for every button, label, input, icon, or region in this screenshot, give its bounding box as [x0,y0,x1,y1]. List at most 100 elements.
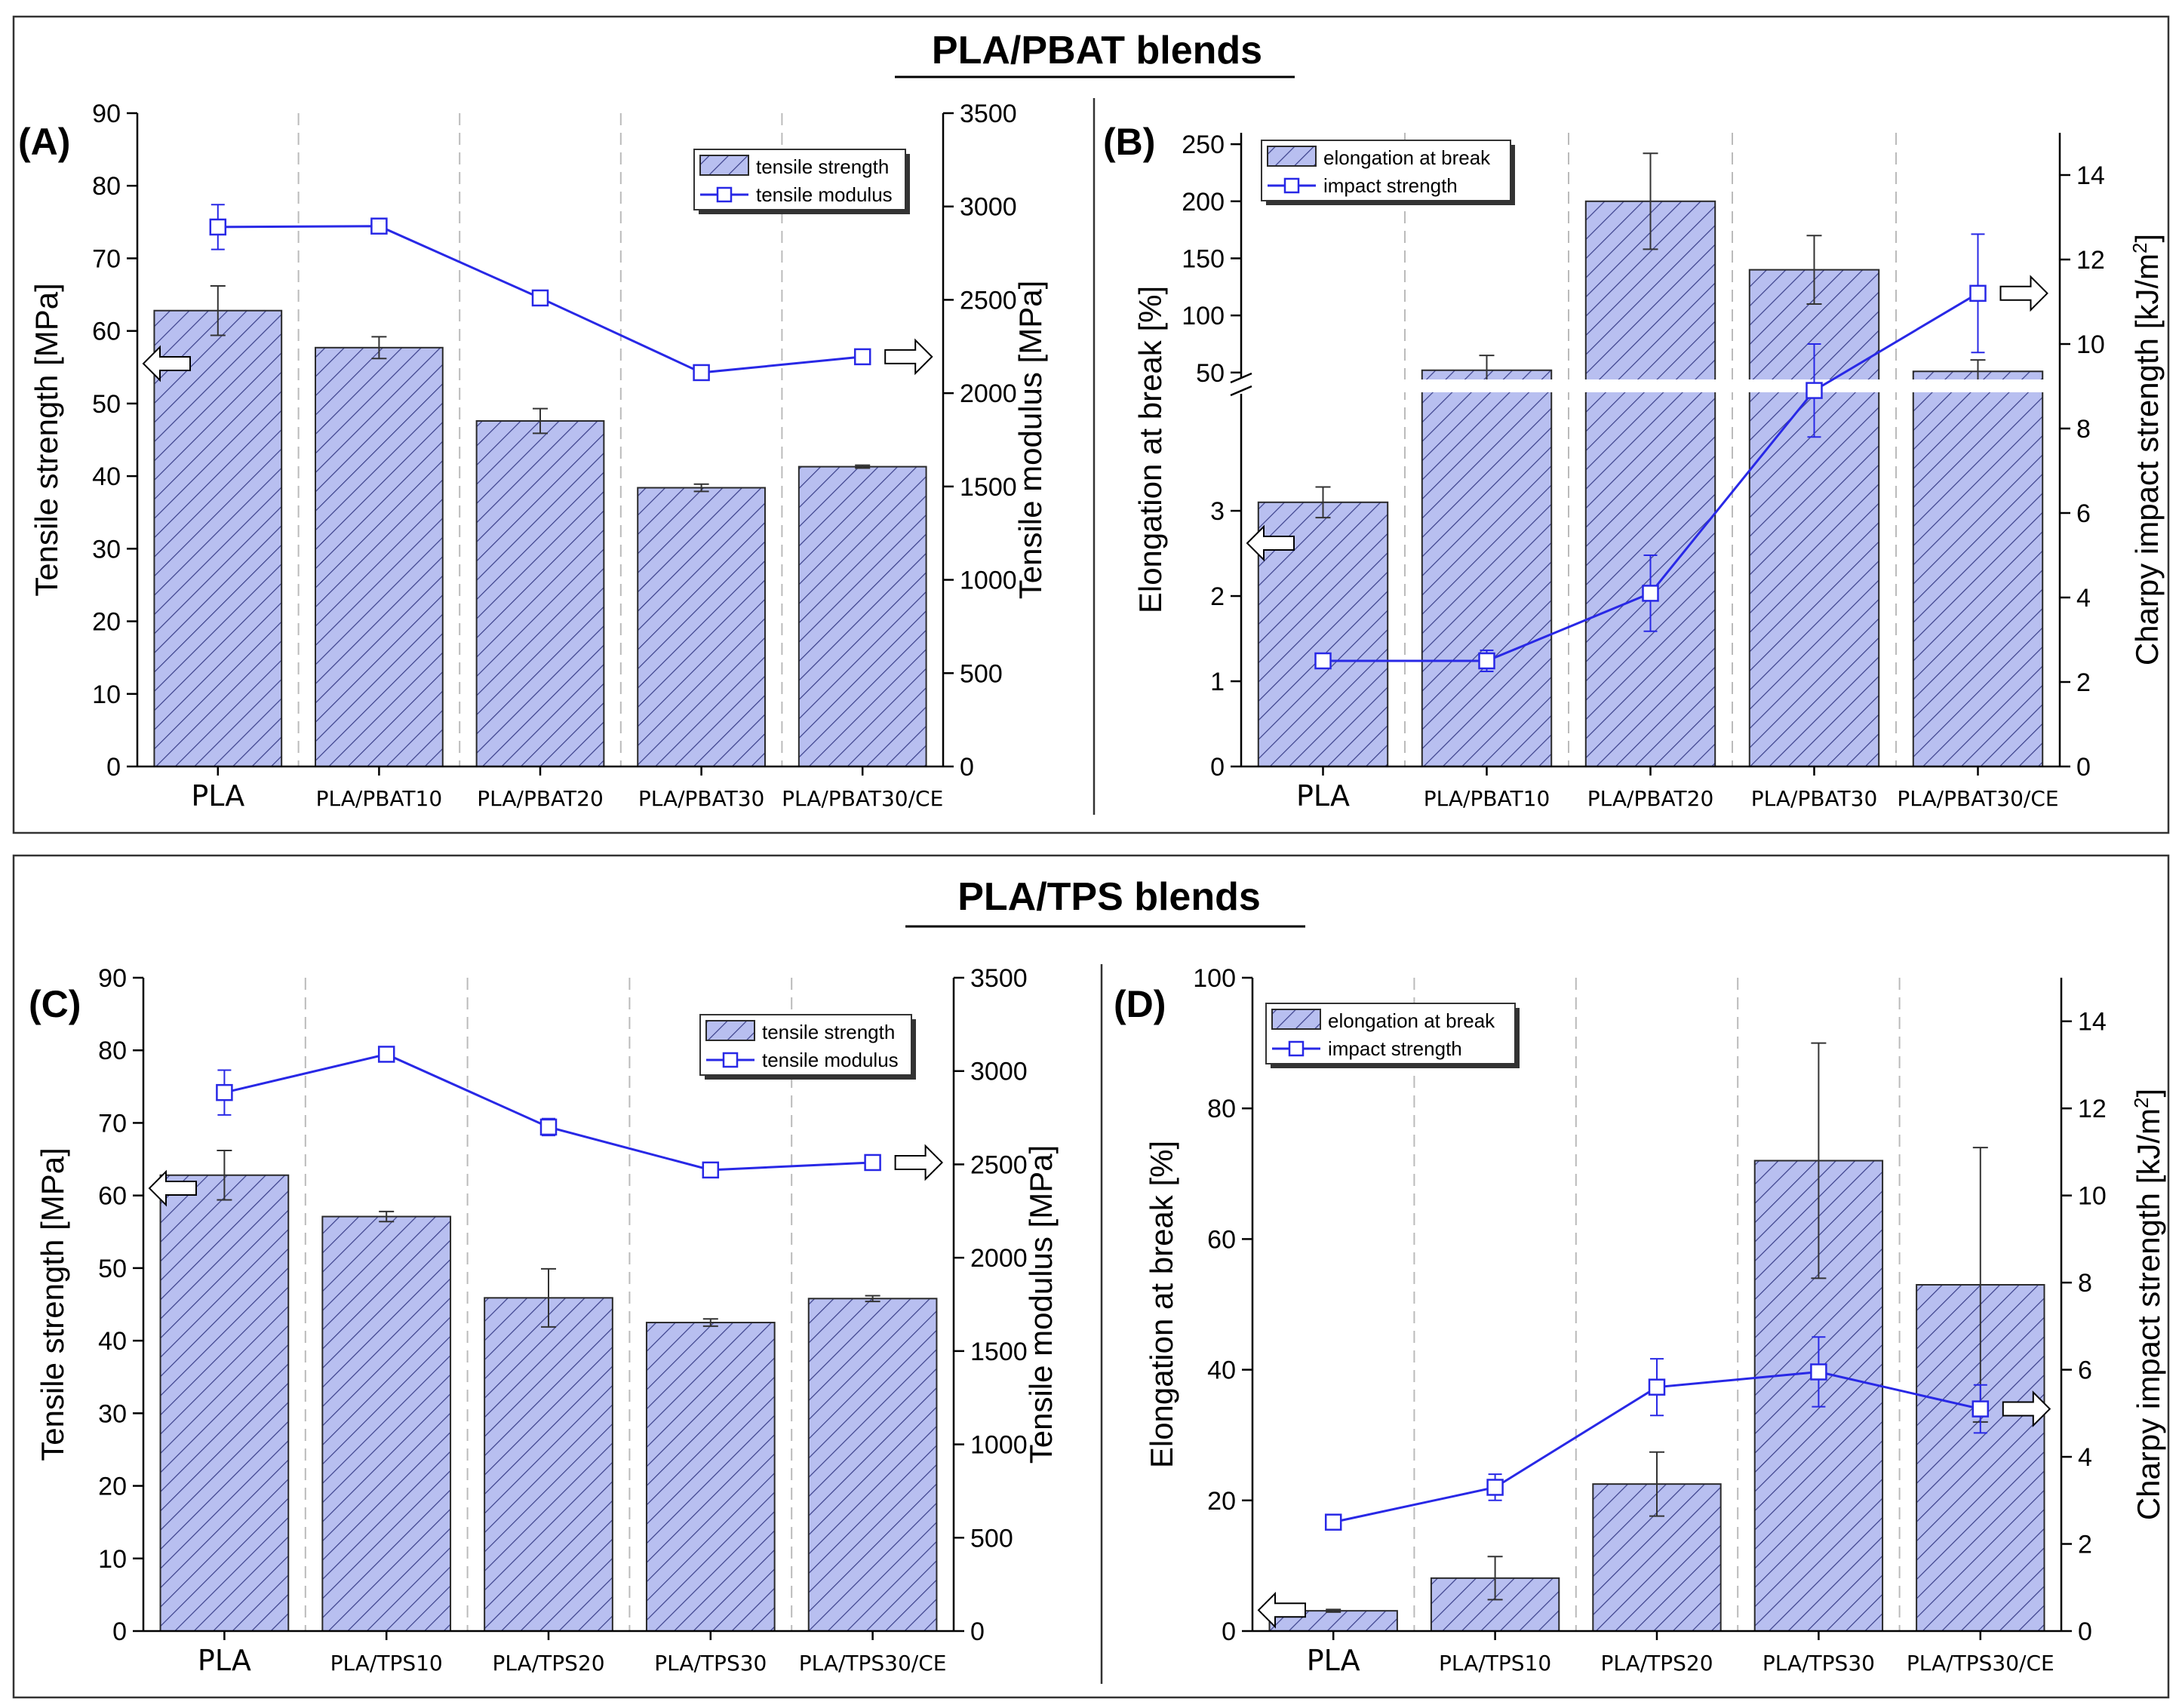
x-tick-label: PLA/PBAT30/CE [1897,786,2058,811]
y2-axis-title-text: Tensile modulus [MPa] [1013,281,1048,600]
y2-tick-label: 500 [970,1524,1013,1553]
legend-label-bars: tensile strength [762,1021,895,1043]
line-point [209,218,227,236]
line-point [853,348,871,366]
x-tick-label: PLA/TPS30 [654,1651,767,1676]
y2-axis-title: Charpy impact strength [kJ/m2] [2128,234,2165,665]
y-tick-label: 60 [98,1182,127,1211]
line-point [1810,1363,1827,1381]
y-tick-label: 50 [98,1255,127,1283]
x-tick-label: PLA [198,1644,251,1677]
y-axis-title: Elongation at break [%] [1132,286,1168,613]
legend: elongation at break impact strength [1261,140,1515,205]
x-tick-label: PLA/PBAT20 [1587,786,1714,811]
y2-tick-label: 2 [2076,668,2091,697]
section-frame-bottom [12,854,2170,1699]
y2-tick-label: 4 [2078,1443,2092,1472]
panel-label: (C) [29,983,81,1025]
y-tick-label: 30 [98,1399,127,1428]
y-tick-label: 0 [1210,753,1225,782]
axis-break-mark [1230,385,1252,397]
y2-tick-label: 2500 [960,286,1017,315]
bar-PLA/PBAT10 [315,346,444,767]
x-tick-label: PLA/TPS20 [1600,1651,1713,1676]
y2-axis-title: Charpy impact strength [kJ/m2] [2130,1089,2166,1520]
line-point [1486,1479,1504,1496]
y-tick-label: 90 [98,964,127,993]
y2-axis-title-sup: 2 [2128,243,2151,253]
line-point [539,1118,558,1136]
y-tick-label: 150 [1182,244,1225,273]
x-tick-label: PLA/TPS20 [492,1651,604,1676]
y2-axis-title-sup: 2 [2130,1098,2153,1108]
y-tick-label: 0 [1222,1617,1236,1646]
y2-tick-label: 2500 [970,1150,1028,1179]
arrow-right-axis [2002,1390,2051,1427]
y2-tick-label: 0 [2076,753,2091,782]
bar-PLA/PBAT30/CE [798,465,927,767]
y-tick-label: 90 [92,100,121,128]
y-tick-label: 50 [1196,359,1225,388]
y2-tick-label: 4 [2076,584,2091,613]
y2-tick-label: 0 [960,753,974,782]
y-tick-label: 0 [106,753,121,782]
panel-c: (C) 0 10 20 30 40 50 60 70 80 90 0 500 1000 1500 2000 2… [29,964,1059,1677]
arrow-right-axis [1999,275,2048,312]
y2-tick-label: 8 [2076,415,2091,444]
y-tick-label: 40 [1207,1356,1236,1385]
y-tick-label: 30 [92,535,121,564]
x-tick-label: PLA/PBAT30 [1751,786,1878,811]
x-tick-label: PLA/PBAT30/CE [782,786,943,811]
arrow-left-axis [1257,1591,1306,1629]
x-tick-label: PLA/PBAT20 [477,786,604,811]
bar-PLA/PBAT30/CE [1912,370,2044,767]
y2-tick-label: 1000 [960,567,1017,595]
bar-PLA/PBAT30 [1748,269,1880,768]
y2-axis-title-text: Charpy impact strength [kJ/m [2129,253,2165,665]
y-tick-label: 40 [92,462,121,491]
y2-tick-label: 1500 [970,1338,1028,1366]
line-point [1806,382,1823,399]
bar-PLA/TPS10 [321,1215,452,1633]
bar-PLA [153,309,283,768]
y-tick-label: 70 [98,1109,127,1138]
legend-label-bars: elongation at break [1323,146,1491,169]
legend-swatch-marker [722,1052,739,1068]
arrow-left-axis [148,1169,197,1207]
legend: tensile strength tensile modulus [699,1014,916,1080]
legend-label-line: impact strength [1323,174,1458,197]
line-point [531,289,549,307]
bar-PLA/TPS30 [645,1322,776,1632]
y-axis-title: Elongation at break [%] [1144,1141,1179,1468]
bar-PLA/PBAT20 [475,419,605,768]
y-tick-label: 80 [98,1037,127,1065]
y-tick-label: 20 [1207,1487,1236,1516]
line-point [702,1161,720,1179]
line-point [1971,1400,1990,1418]
y-axis-title: Tensile strength [MPa] [35,1147,70,1461]
bar-PLA/TPS20 [484,1297,613,1632]
y2-tick-label: 1500 [960,473,1017,502]
line-point [1314,652,1332,670]
y2-axis-title-end: ] [2129,234,2165,243]
x-tick-label: PLA [1296,779,1350,813]
line-point [1642,585,1659,602]
y2-tick-label: 2000 [970,1244,1028,1273]
panel-label: (D) [1114,983,1166,1025]
bar-PLA/PBAT30 [637,487,766,767]
y2-axis-title-text: Tensile modulus [MPa] [1023,1145,1059,1464]
section-frame-top [12,15,2170,834]
legend: tensile strength tensile modulus [693,149,910,214]
y2-tick-label: 3000 [960,193,1017,222]
legend-label-line: tensile modulus [756,183,893,206]
y2-tick-label: 3500 [970,964,1028,993]
panel-a: (A) 0 10 20 30 40 50 60 70 80 90 0 500 1000 1500 2000 2… [18,100,1048,813]
y2-tick-label: 2 [2078,1531,2092,1559]
y2-tick-label: 0 [2078,1617,2092,1646]
y-tick-label: 50 [92,390,121,419]
line-point [370,217,388,235]
legend-swatch-bar [699,155,749,176]
y-tick-label: 250 [1182,131,1225,159]
y-tick-label: 40 [98,1327,127,1356]
